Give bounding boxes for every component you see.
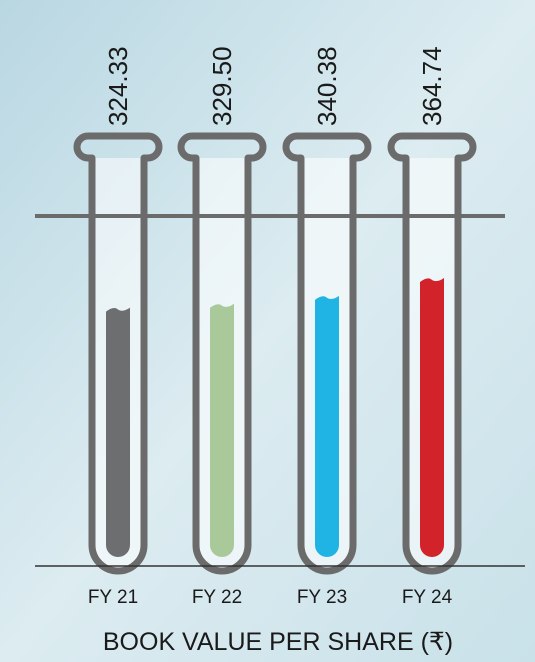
tube-rim xyxy=(177,132,267,162)
x-tick-label: FY 23 xyxy=(297,587,347,608)
chart-title: BOOK VALUE PER SHARE (₹) xyxy=(103,628,453,656)
value-label: 329.50 xyxy=(207,46,237,126)
tube-rim xyxy=(387,132,477,162)
liquid xyxy=(210,303,234,557)
value-label: 340.38 xyxy=(312,46,342,126)
tube-rim xyxy=(282,132,372,162)
x-tick-label: FY 21 xyxy=(88,587,138,608)
value-label: 324.33 xyxy=(103,46,133,126)
liquid xyxy=(315,295,339,557)
liquid xyxy=(106,307,130,557)
x-tick-label: FY 24 xyxy=(402,587,453,608)
value-label: 364.74 xyxy=(417,46,447,126)
x-tick-label: FY 22 xyxy=(192,587,242,608)
tube-rim xyxy=(73,132,163,162)
liquid xyxy=(420,278,444,557)
